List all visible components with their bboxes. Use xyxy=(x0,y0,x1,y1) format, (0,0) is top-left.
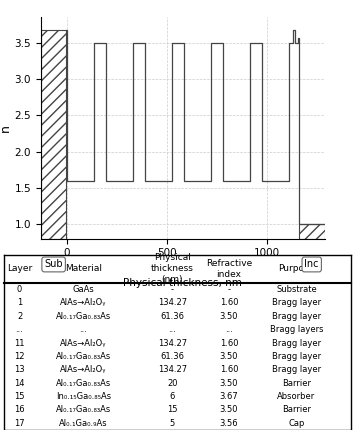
Bar xyxy=(41,30,66,239)
Text: 16: 16 xyxy=(14,405,25,415)
Text: Al₀.₁₇Ga₀.₈₃As: Al₀.₁₇Ga₀.₈₃As xyxy=(56,405,111,415)
Y-axis label: n: n xyxy=(0,124,12,132)
Text: 134.27: 134.27 xyxy=(158,366,187,374)
Text: Inc: Inc xyxy=(305,259,319,270)
Text: 13: 13 xyxy=(14,366,25,374)
Text: Al₀.₁₇Ga₀.₈₃As: Al₀.₁₇Ga₀.₈₃As xyxy=(56,352,111,361)
Text: 20: 20 xyxy=(167,379,178,388)
Text: Absorber: Absorber xyxy=(277,392,316,401)
Text: Bragg layer: Bragg layer xyxy=(272,312,321,321)
Text: 3.67: 3.67 xyxy=(220,392,238,401)
Text: Substrate: Substrate xyxy=(276,285,317,294)
Text: Bragg layers: Bragg layers xyxy=(270,325,323,334)
Text: AlAs→Al₂Oᵧ: AlAs→Al₂Oᵧ xyxy=(60,298,106,307)
Text: Al₀.₁₇Ga₀.₈₃As: Al₀.₁₇Ga₀.₈₃As xyxy=(56,379,111,388)
Text: ...: ... xyxy=(80,325,87,334)
Text: Barrier: Barrier xyxy=(282,405,311,415)
Text: 1.60: 1.60 xyxy=(220,366,238,374)
Text: -: - xyxy=(228,285,230,294)
Text: 1.60: 1.60 xyxy=(220,338,238,347)
Text: In₀.₁₅Ga₀.₈₅As: In₀.₁₅Ga₀.₈₅As xyxy=(56,392,111,401)
Text: Al₀.₁Ga₀.₉As: Al₀.₁Ga₀.₉As xyxy=(59,419,108,428)
Text: ...: ... xyxy=(16,325,23,334)
Text: 5: 5 xyxy=(170,419,175,428)
Text: Material: Material xyxy=(65,264,102,273)
Text: 134.27: 134.27 xyxy=(158,298,187,307)
Text: 134.27: 134.27 xyxy=(158,338,187,347)
Text: 61.36: 61.36 xyxy=(160,312,184,321)
Bar xyxy=(299,224,325,239)
Text: 1.60: 1.60 xyxy=(220,298,238,307)
Text: Bragg layer: Bragg layer xyxy=(272,366,321,374)
Text: 3.50: 3.50 xyxy=(220,405,238,415)
Text: Sub: Sub xyxy=(44,259,63,270)
Text: AlAs→Al₂Oᵧ: AlAs→Al₂Oᵧ xyxy=(60,366,106,374)
Text: Bragg layer: Bragg layer xyxy=(272,298,321,307)
Text: ...: ... xyxy=(168,325,176,334)
Text: Bragg layer: Bragg layer xyxy=(272,352,321,361)
Text: Refractive
index: Refractive index xyxy=(206,259,252,279)
Text: 3.50: 3.50 xyxy=(220,352,238,361)
Text: Bragg layer: Bragg layer xyxy=(272,338,321,347)
Text: Cap: Cap xyxy=(288,419,305,428)
Text: 1: 1 xyxy=(17,298,22,307)
Text: GaAs: GaAs xyxy=(72,285,94,294)
Text: 3.56: 3.56 xyxy=(220,419,238,428)
Text: Physical
thickness
(nm): Physical thickness (nm) xyxy=(151,253,193,284)
Text: ...: ... xyxy=(225,325,233,334)
Text: 11: 11 xyxy=(14,338,25,347)
Text: 3.50: 3.50 xyxy=(220,312,238,321)
Text: 17: 17 xyxy=(14,419,25,428)
Text: 15: 15 xyxy=(167,405,178,415)
Text: Al₀.₁₇Ga₀.₈₃As: Al₀.₁₇Ga₀.₈₃As xyxy=(56,312,111,321)
Text: Barrier: Barrier xyxy=(282,379,311,388)
Text: 6: 6 xyxy=(169,392,175,401)
Text: AlAs→Al₂Oᵧ: AlAs→Al₂Oᵧ xyxy=(60,338,106,347)
Text: 14: 14 xyxy=(14,379,25,388)
Text: 3.50: 3.50 xyxy=(220,379,238,388)
X-axis label: Physical thickness, nm: Physical thickness, nm xyxy=(124,278,242,288)
Text: 12: 12 xyxy=(14,352,25,361)
Text: Layer: Layer xyxy=(7,264,32,273)
Text: 61.36: 61.36 xyxy=(160,352,184,361)
Text: 15: 15 xyxy=(14,392,25,401)
Text: -: - xyxy=(171,285,174,294)
Text: 0: 0 xyxy=(17,285,22,294)
Text: 2: 2 xyxy=(17,312,22,321)
Text: Purpose: Purpose xyxy=(278,264,315,273)
